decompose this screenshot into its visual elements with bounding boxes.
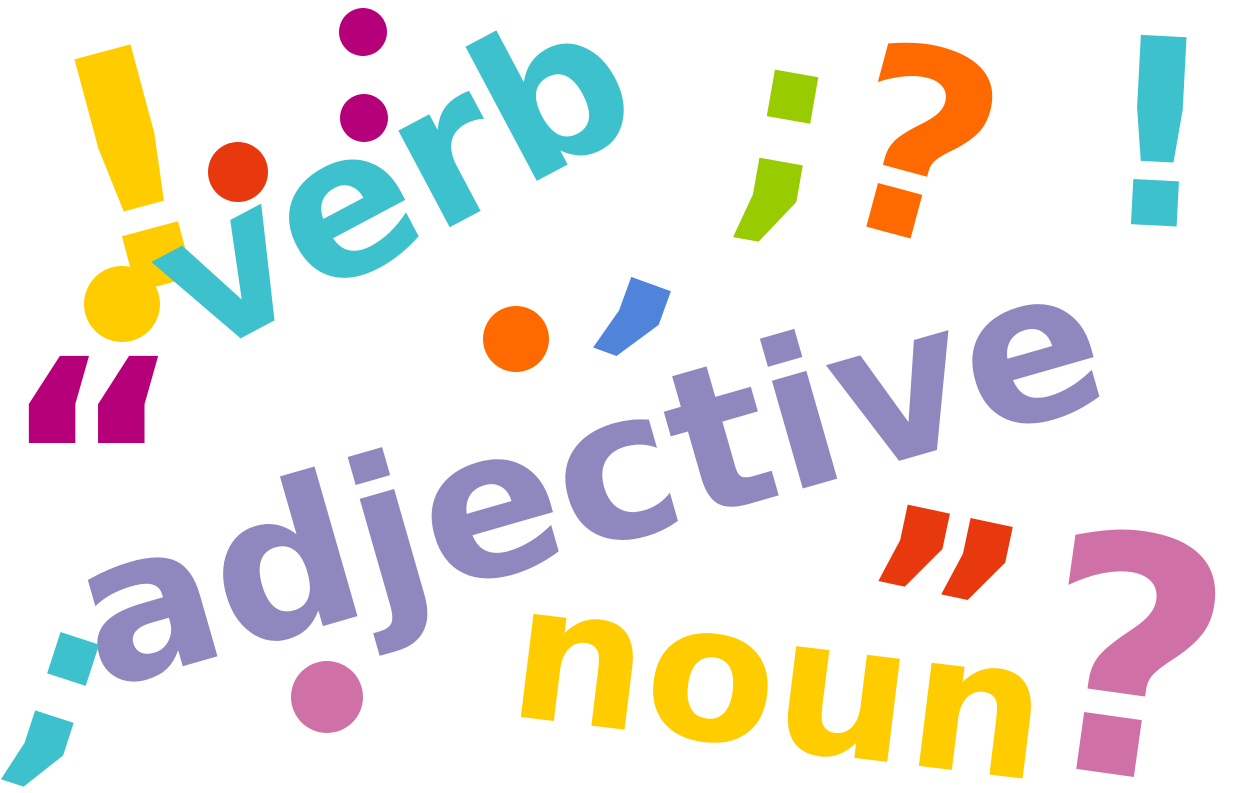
magenta-colon-dots <box>339 8 388 142</box>
yellow-dot <box>84 266 160 342</box>
exclamation-right-glyph: ! <box>1091 0 1225 290</box>
orange-dot <box>483 306 549 372</box>
open-quote-glyph: “ <box>0 301 184 627</box>
red-orange-dot <box>208 142 268 202</box>
question-right-glyph: ? <box>1010 458 1240 793</box>
magenta-dot-upper <box>339 8 387 56</box>
pink-dot <box>291 661 363 733</box>
magenta-dot-lower <box>340 94 388 142</box>
